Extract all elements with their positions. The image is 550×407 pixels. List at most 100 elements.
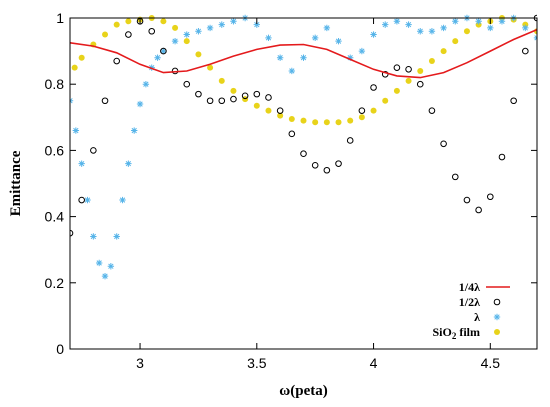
data-point (172, 24, 179, 31)
y-tick-label: 1 (56, 10, 64, 26)
data-point (300, 117, 307, 124)
data-point (417, 28, 424, 35)
data-point (346, 137, 354, 144)
data-point (405, 21, 412, 28)
y-axis-title: Emittance (8, 150, 24, 216)
series-0 (70, 28, 537, 79)
data-point (405, 66, 412, 73)
data-point (463, 28, 470, 35)
data-point (113, 57, 120, 65)
data-point (119, 196, 126, 204)
series-3 (71, 15, 537, 126)
x-axis-title: ω(peta) (279, 383, 327, 399)
data-point (70, 229, 74, 237)
data-point (416, 80, 424, 88)
data-point (487, 193, 494, 201)
data-point (206, 24, 214, 32)
data-point (440, 24, 447, 32)
data-point (218, 77, 225, 84)
y-tick-label: 0.8 (45, 76, 65, 92)
data-point (522, 47, 529, 55)
legend-entry: 1/2λ (459, 295, 501, 309)
data-point (72, 127, 80, 134)
data-point (265, 107, 272, 114)
y-tick-label: 0.4 (45, 209, 65, 225)
series-line (70, 28, 537, 79)
data-point (381, 70, 389, 78)
data-point (428, 28, 436, 35)
data-point (101, 97, 109, 105)
data-point (522, 24, 529, 32)
data-point (253, 90, 261, 98)
data-point (393, 64, 401, 71)
data-point (382, 97, 389, 104)
y-tick-label: 0.2 (45, 275, 65, 291)
data-point (265, 94, 272, 101)
data-point (463, 196, 471, 204)
series-layer (70, 14, 537, 280)
data-point (300, 150, 307, 158)
data-point (218, 97, 226, 105)
data-point (277, 112, 284, 119)
legend-entry: λ (474, 310, 501, 324)
x-tick-label: 4.5 (481, 355, 501, 371)
data-point (311, 161, 319, 169)
data-point (195, 90, 202, 98)
data-point (102, 31, 109, 38)
data-point (183, 31, 190, 38)
data-point (405, 77, 412, 84)
data-point (78, 160, 85, 167)
data-point (288, 67, 296, 75)
data-point (335, 119, 342, 126)
data-point (510, 97, 517, 105)
data-point (288, 115, 295, 122)
data-point (288, 130, 296, 138)
legend-label: 1/4λ (459, 280, 480, 294)
data-point (370, 31, 377, 38)
data-point (428, 107, 436, 114)
data-point (242, 96, 249, 103)
data-point (417, 67, 424, 74)
data-point (148, 27, 156, 35)
data-point (160, 18, 167, 25)
x-tick-label: 4 (370, 355, 378, 371)
legend-entry: 1/4λ (459, 280, 510, 294)
data-point (393, 18, 401, 25)
data-point (160, 47, 167, 55)
data-point (71, 64, 78, 71)
data-point (323, 166, 331, 174)
data-point (230, 18, 237, 25)
data-point (358, 107, 366, 114)
legend-label: 1/2λ (459, 295, 480, 309)
data-point (195, 51, 202, 58)
data-point (440, 48, 447, 55)
data-point (487, 24, 494, 32)
data-point (347, 54, 354, 61)
data-point (265, 34, 272, 42)
data-point (95, 259, 103, 267)
series-1 (70, 14, 537, 237)
data-point (113, 233, 120, 240)
data-point (428, 58, 435, 65)
data-point (498, 18, 506, 25)
plot-frame (69, 17, 538, 350)
data-point (358, 114, 365, 121)
data-point (253, 21, 260, 28)
data-point (475, 18, 482, 25)
data-point (300, 54, 307, 61)
y-tick-label: 0.6 (45, 142, 65, 158)
data-point (107, 263, 115, 270)
data-point (131, 127, 138, 134)
data-point (160, 47, 167, 55)
data-point (113, 21, 120, 28)
data-point (382, 21, 389, 28)
data-point (440, 140, 447, 148)
data-point (335, 160, 342, 167)
data-point (206, 97, 214, 105)
data-point (171, 37, 179, 45)
x-tick-label: 3 (136, 355, 144, 371)
data-point (154, 54, 161, 61)
data-point (370, 107, 377, 114)
